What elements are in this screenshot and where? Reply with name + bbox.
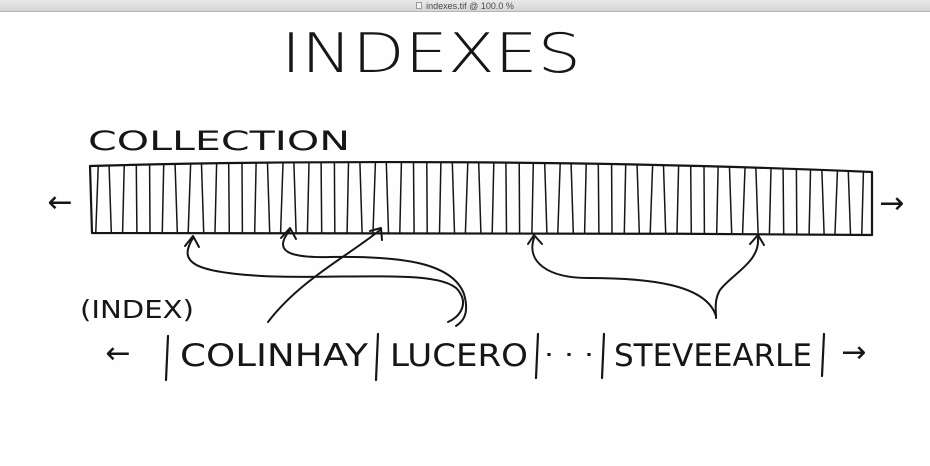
index-pointers <box>184 227 765 327</box>
collection-slot <box>505 161 508 234</box>
collection-slot <box>135 165 138 233</box>
steveearle-pointer-arrowhead-right <box>749 234 765 246</box>
collection-slot <box>782 168 785 235</box>
collection-slot <box>491 161 495 234</box>
collection-slot <box>438 161 442 234</box>
collection-slot <box>451 161 456 234</box>
collection-slot <box>385 161 390 234</box>
collection-slot <box>570 162 575 234</box>
index-divider <box>164 334 170 382</box>
collection-slot <box>121 165 125 233</box>
heading: INDEXES <box>281 22 581 85</box>
index-divider <box>374 332 380 382</box>
index-ellipsis: · · · <box>544 341 594 369</box>
colinhay-pointer-arrow <box>186 237 464 323</box>
window-titlebar[interactable]: indexes.tif @ 100.0 % <box>0 0 930 12</box>
collection-slot <box>768 168 772 235</box>
collection-slot <box>741 167 746 235</box>
collection-slot <box>834 170 839 235</box>
collection-slots <box>95 161 865 235</box>
index-entry-lucero: LUCERO <box>390 338 528 374</box>
colinhay-cross-arrowhead <box>369 227 383 241</box>
collection-slot <box>253 162 257 234</box>
collection-slot <box>412 161 415 234</box>
steveearle-pointer-arrow-right <box>714 237 760 319</box>
collection-slot <box>755 167 759 235</box>
collection-slot <box>676 165 680 235</box>
collection-slot <box>649 164 654 235</box>
collection-right-arrow: → <box>879 186 904 221</box>
colinhay-cross-arrow <box>267 229 381 323</box>
index-right-arrow: → <box>841 335 866 370</box>
collection-slot <box>161 164 165 233</box>
steveearle-pointer-arrowhead-left <box>527 234 543 245</box>
index-entry-colinhay: COLINHAY <box>180 338 368 374</box>
collection-slot <box>266 162 271 234</box>
lucero-pointer-arrowhead <box>280 227 297 240</box>
collection-slot <box>279 162 284 234</box>
collection-slot <box>477 161 482 234</box>
image-canvas <box>0 12 930 466</box>
collection-slot <box>662 165 667 235</box>
collection-slot <box>715 166 719 235</box>
collection-slot <box>95 166 99 233</box>
collection-slot <box>821 170 825 235</box>
collection-slot <box>861 171 865 235</box>
collection-slot <box>187 164 192 234</box>
collection-slot <box>543 162 548 234</box>
index-label: (INDEX) <box>80 295 194 324</box>
collection-slot <box>214 163 218 234</box>
index-divider <box>534 332 540 380</box>
collection-label: COLLECTION <box>88 126 350 157</box>
collection-slot <box>623 164 627 235</box>
collection-slot <box>359 161 363 234</box>
collection-slot <box>320 161 323 234</box>
collection-left-arrow: ← <box>47 185 72 220</box>
collection-slot <box>293 162 297 234</box>
collection-slot <box>174 164 179 233</box>
collection-slot <box>531 162 535 234</box>
collection-outline <box>88 160 874 237</box>
collection-slot <box>689 165 693 235</box>
collection-slot <box>227 163 231 234</box>
steveearle-pointer-arrow-left <box>531 237 717 317</box>
collection-slot <box>557 162 561 234</box>
document-icon <box>416 2 423 9</box>
colinhay-pointer-arrowhead <box>184 235 200 248</box>
collection-slot <box>464 161 469 234</box>
collection-slot <box>583 163 587 235</box>
collection-slot <box>372 161 377 234</box>
collection-strip <box>88 160 874 237</box>
collection-slot <box>728 167 733 235</box>
index-left-arrow: ← <box>105 336 130 371</box>
collection-slot <box>306 162 310 234</box>
collection-slot <box>200 163 205 234</box>
index-entry-steveearle: STEVEEARLE <box>614 338 812 374</box>
collection-slot <box>847 171 852 235</box>
collection-slot <box>597 163 600 235</box>
window-title: indexes.tif @ 100.0 % <box>426 0 514 11</box>
collection-slot <box>108 165 113 233</box>
lucero-pointer-arrow <box>282 229 468 327</box>
index-divider <box>820 332 826 378</box>
collection-slot <box>636 164 641 235</box>
index-divider <box>600 332 606 380</box>
collection-slot <box>808 169 812 235</box>
collection-slot <box>399 161 403 234</box>
collection-slot <box>346 161 350 234</box>
index-row: ← COLINHAY LUCERO · · · STEVEEARLE → <box>105 332 867 382</box>
